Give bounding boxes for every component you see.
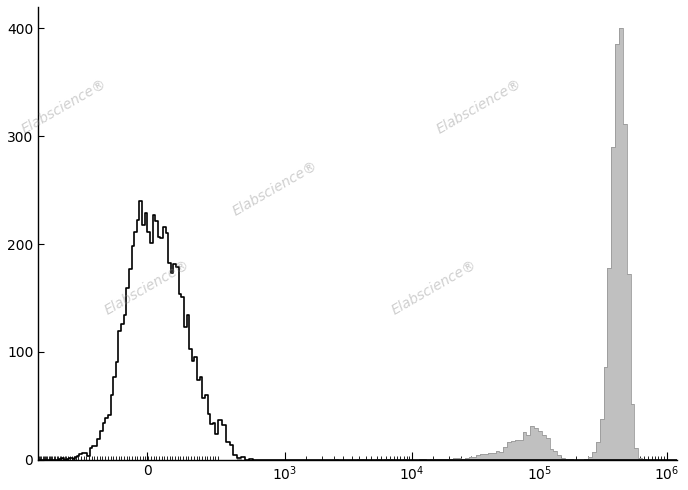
Text: Elabscience®: Elabscience®: [434, 76, 524, 137]
Text: Elabscience®: Elabscience®: [389, 258, 480, 318]
Text: Elabscience®: Elabscience®: [230, 158, 320, 218]
Text: Elabscience®: Elabscience®: [102, 258, 192, 318]
Text: Elabscience®: Elabscience®: [19, 76, 109, 137]
